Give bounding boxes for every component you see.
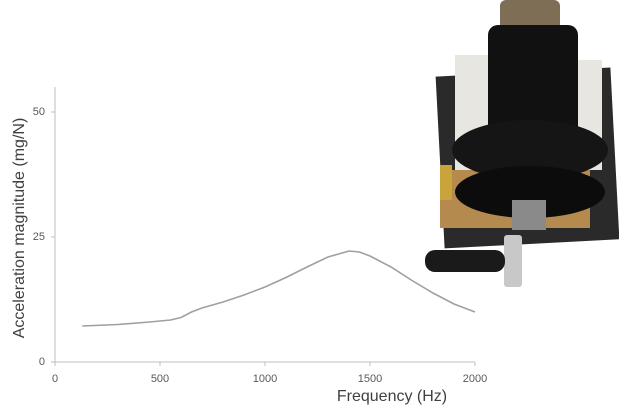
x-tick-label: 0 <box>52 373 58 385</box>
x-axis-title: Frequency (Hz) <box>337 388 447 405</box>
x-tick-label: 1500 <box>358 373 382 385</box>
x-tick-label: 500 <box>151 373 169 385</box>
y-axis-title: Acceleration magnitude (mg/N) <box>11 118 28 339</box>
y-tick-label: 50 <box>33 106 45 118</box>
data-line <box>82 250 476 327</box>
y-tick-label: 25 <box>33 231 45 243</box>
x-tick-label: 1000 <box>253 373 277 385</box>
x-tick-label: 2000 <box>463 373 487 385</box>
photo <box>425 0 619 287</box>
y-tick-label: 0 <box>39 356 45 368</box>
